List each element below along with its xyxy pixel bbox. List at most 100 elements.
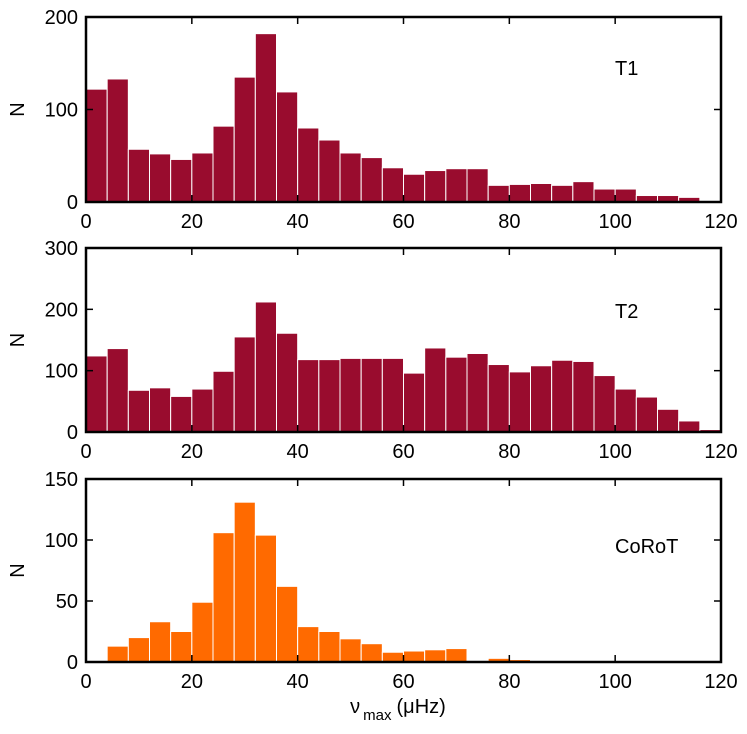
bar-t2-4 xyxy=(170,395,193,433)
bar-t1-21 xyxy=(530,183,553,203)
bar-corot-10 xyxy=(297,626,320,663)
y-tick-label-t1-1: 100 xyxy=(45,100,78,122)
bar-t2-17 xyxy=(445,356,468,433)
bar-corot-13 xyxy=(360,643,383,663)
plot-frame-t1 xyxy=(84,15,723,204)
x-tick-label-corot-5: 100 xyxy=(598,671,631,693)
bar-t2-2 xyxy=(127,389,150,433)
bar-t1-5 xyxy=(191,152,214,203)
bar-t2-5 xyxy=(191,388,214,433)
bar-t1-7 xyxy=(233,76,256,203)
bar-t2-3 xyxy=(149,387,172,433)
bar-corot-1 xyxy=(106,645,129,663)
x-tick-label-corot-6: 120 xyxy=(704,671,737,693)
bar-t1-17 xyxy=(445,168,468,203)
x-tick-label-t1-6: 120 xyxy=(704,211,737,233)
x-tick-labels-corot: 0 20 40 60 80 100 120 xyxy=(80,671,737,693)
plot-frame-t2 xyxy=(84,246,723,434)
bar-t1-14 xyxy=(381,167,405,203)
y-tick-label-corot-1: 50 xyxy=(56,591,78,613)
x-tick-label-t1-1: 20 xyxy=(181,211,203,233)
bar-t2-13 xyxy=(360,357,383,433)
panel-corot: 0 20 40 60 80 100 120 0 50 100 150 N CoRoT xyxy=(7,469,738,693)
x-tick-label-t2-3: 60 xyxy=(392,441,414,463)
bar-t2-8 xyxy=(254,301,277,433)
bar-corot-4 xyxy=(170,631,193,663)
bar-series-t1 xyxy=(85,33,701,203)
y-tick-label-t1-2: 200 xyxy=(45,7,78,29)
bar-t2-10 xyxy=(297,359,320,433)
y-tick-label-t1-0: 0 xyxy=(67,192,78,214)
bar-t1-0 xyxy=(85,88,108,203)
bar-t2-9 xyxy=(276,332,299,433)
bar-t1-3 xyxy=(149,153,172,203)
y-tick-label-t2-3: 300 xyxy=(45,238,78,260)
bar-t2-26 xyxy=(635,396,658,433)
bar-t2-11 xyxy=(318,359,341,433)
bar-t1-8 xyxy=(254,33,277,203)
x-tick-label-t1-0: 0 xyxy=(80,211,91,233)
x-tick-label-corot-1: 20 xyxy=(181,671,203,693)
bar-t1-4 xyxy=(170,158,193,203)
bar-t2-28 xyxy=(678,420,701,433)
panel-label-t2: T2 xyxy=(615,301,638,323)
y-tick-label-corot-2: 100 xyxy=(45,530,78,552)
bar-series-corot xyxy=(106,501,616,663)
x-tick-label-t2-1: 20 xyxy=(181,441,203,463)
bar-corot-17 xyxy=(445,648,468,663)
bar-corot-6 xyxy=(212,532,235,663)
bar-series-t2 xyxy=(85,301,722,433)
bar-t2-15 xyxy=(403,372,426,433)
bar-corot-2 xyxy=(127,637,150,663)
y-tick-label-corot-0: 0 xyxy=(67,652,78,674)
x-tick-label-t2-6: 120 xyxy=(704,441,737,463)
bar-t2-23 xyxy=(572,360,595,433)
bar-t2-14 xyxy=(381,357,405,433)
x-axis-label-symbol: ν xyxy=(350,696,360,718)
x-tick-label-t1-5: 100 xyxy=(598,211,631,233)
y-tick-label-t2-2: 200 xyxy=(45,299,78,321)
y-tick-label-t2-1: 100 xyxy=(45,361,78,383)
bar-t2-6 xyxy=(212,370,235,433)
y-tick-label-corot-3: 150 xyxy=(45,469,78,491)
x-tick-label-t2-2: 40 xyxy=(287,441,309,463)
x-tick-label-t2-0: 0 xyxy=(80,441,91,463)
panel-label-corot: CoRoT xyxy=(615,536,678,558)
bar-t1-13 xyxy=(360,157,383,203)
bar-t1-6 xyxy=(212,125,235,203)
x-tick-label-t1-4: 80 xyxy=(498,211,520,233)
bar-t1-23 xyxy=(572,181,595,203)
x-tick-labels-t2: 0 20 40 60 80 100 120 xyxy=(80,441,737,463)
bar-t2-19 xyxy=(487,364,510,433)
x-axis-label-subscript: max xyxy=(363,707,392,724)
bar-corot-11 xyxy=(318,631,341,663)
bar-corot-16 xyxy=(424,649,447,663)
y-axis-label-corot: N xyxy=(7,563,29,577)
bar-corot-8 xyxy=(254,534,277,663)
x-tick-label-t2-5: 100 xyxy=(598,441,631,463)
x-tick-label-corot-3: 60 xyxy=(392,671,414,693)
bar-t2-22 xyxy=(551,359,574,433)
panel-t2: 0 20 40 60 80 100 120 0 100 200 300 N T2 xyxy=(7,238,738,463)
bar-t1-2 xyxy=(127,148,150,203)
bar-t1-12 xyxy=(339,152,362,203)
bar-corot-3 xyxy=(149,621,172,663)
y-tick-labels-t1: 0 100 200 xyxy=(45,7,78,214)
bar-t2-1 xyxy=(106,348,129,433)
bar-corot-12 xyxy=(339,638,362,663)
bar-t1-16 xyxy=(424,170,447,203)
y-axis-label-t1: N xyxy=(7,102,29,116)
bar-corot-7 xyxy=(233,501,256,663)
bar-t1-11 xyxy=(318,139,341,203)
bar-t1-20 xyxy=(508,183,532,203)
x-tick-labels-t1: 0 20 40 60 80 100 120 xyxy=(80,211,737,233)
x-tick-label-corot-0: 0 xyxy=(80,671,91,693)
bar-t1-10 xyxy=(297,127,320,203)
x-tick-label-t2-4: 80 xyxy=(498,441,520,463)
bar-t2-21 xyxy=(530,365,553,433)
bar-t2-18 xyxy=(466,352,489,433)
x-tick-label-t1-2: 40 xyxy=(287,211,309,233)
bar-t2-0 xyxy=(85,355,108,433)
y-axis-label-t2: N xyxy=(7,333,29,347)
